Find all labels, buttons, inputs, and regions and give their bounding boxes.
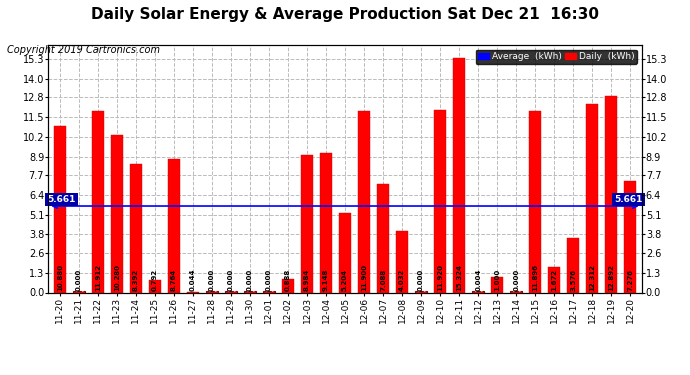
Bar bbox=[339, 213, 351, 292]
Text: 11.920: 11.920 bbox=[437, 264, 443, 291]
Text: 11.896: 11.896 bbox=[532, 264, 538, 291]
Bar bbox=[586, 104, 598, 292]
Text: 1.000: 1.000 bbox=[494, 269, 500, 291]
Bar bbox=[225, 291, 237, 292]
Bar bbox=[472, 291, 484, 292]
Bar bbox=[624, 182, 636, 292]
Text: 15.324: 15.324 bbox=[456, 264, 462, 291]
Bar bbox=[244, 291, 256, 292]
Legend: Average  (kWh), Daily  (kWh): Average (kWh), Daily (kWh) bbox=[475, 50, 637, 64]
Text: 10.880: 10.880 bbox=[57, 264, 63, 291]
Bar bbox=[548, 267, 560, 292]
Text: 0.000: 0.000 bbox=[247, 269, 253, 291]
Bar bbox=[605, 96, 618, 292]
Bar bbox=[301, 155, 313, 292]
Text: 0.888: 0.888 bbox=[285, 269, 291, 291]
Bar bbox=[491, 277, 503, 292]
Bar bbox=[510, 291, 522, 292]
Bar bbox=[282, 279, 294, 292]
Text: Copyright 2019 Cartronics.com: Copyright 2019 Cartronics.com bbox=[7, 45, 160, 55]
Text: 8.392: 8.392 bbox=[132, 269, 139, 291]
Bar bbox=[434, 110, 446, 292]
Text: 8.984: 8.984 bbox=[304, 269, 310, 291]
Bar bbox=[148, 280, 161, 292]
Text: 5.204: 5.204 bbox=[342, 269, 348, 291]
Text: 11.900: 11.900 bbox=[361, 264, 367, 291]
Text: 3.576: 3.576 bbox=[570, 269, 576, 291]
Bar bbox=[92, 111, 104, 292]
Text: 12.312: 12.312 bbox=[589, 264, 595, 291]
Text: 10.280: 10.280 bbox=[114, 264, 120, 291]
Text: 1.672: 1.672 bbox=[551, 269, 558, 291]
Text: 0.000: 0.000 bbox=[513, 269, 519, 291]
Text: 7.088: 7.088 bbox=[380, 269, 386, 291]
Text: 0.792: 0.792 bbox=[152, 269, 158, 291]
Bar bbox=[529, 111, 542, 292]
Text: 9.148: 9.148 bbox=[323, 269, 329, 291]
Text: 0.000: 0.000 bbox=[76, 269, 81, 291]
Bar bbox=[206, 291, 218, 292]
Text: 0.000: 0.000 bbox=[418, 269, 424, 291]
Bar bbox=[130, 164, 142, 292]
Bar bbox=[54, 126, 66, 292]
Bar bbox=[567, 238, 580, 292]
Bar bbox=[453, 58, 465, 292]
Bar bbox=[396, 231, 408, 292]
Text: 0.000: 0.000 bbox=[209, 269, 215, 291]
Bar bbox=[263, 291, 275, 292]
Text: 4.032: 4.032 bbox=[399, 269, 405, 291]
Text: 0.000: 0.000 bbox=[228, 269, 234, 291]
Text: 11.912: 11.912 bbox=[95, 264, 101, 291]
Bar bbox=[358, 111, 371, 292]
Bar bbox=[377, 184, 389, 292]
Text: 8.764: 8.764 bbox=[171, 269, 177, 291]
Bar bbox=[168, 159, 180, 292]
Bar bbox=[415, 291, 427, 292]
Text: Daily Solar Energy & Average Production Sat Dec 21  16:30: Daily Solar Energy & Average Production … bbox=[91, 8, 599, 22]
Text: 5.661: 5.661 bbox=[48, 195, 76, 204]
Bar bbox=[110, 135, 123, 292]
Text: 0.000: 0.000 bbox=[266, 269, 272, 291]
Bar bbox=[72, 291, 85, 292]
Text: 0.044: 0.044 bbox=[190, 269, 196, 291]
Text: 5.661: 5.661 bbox=[614, 195, 642, 204]
Text: 7.276: 7.276 bbox=[627, 269, 633, 291]
Bar bbox=[319, 153, 332, 292]
Text: 0.004: 0.004 bbox=[475, 269, 481, 291]
Text: 12.892: 12.892 bbox=[609, 264, 614, 291]
